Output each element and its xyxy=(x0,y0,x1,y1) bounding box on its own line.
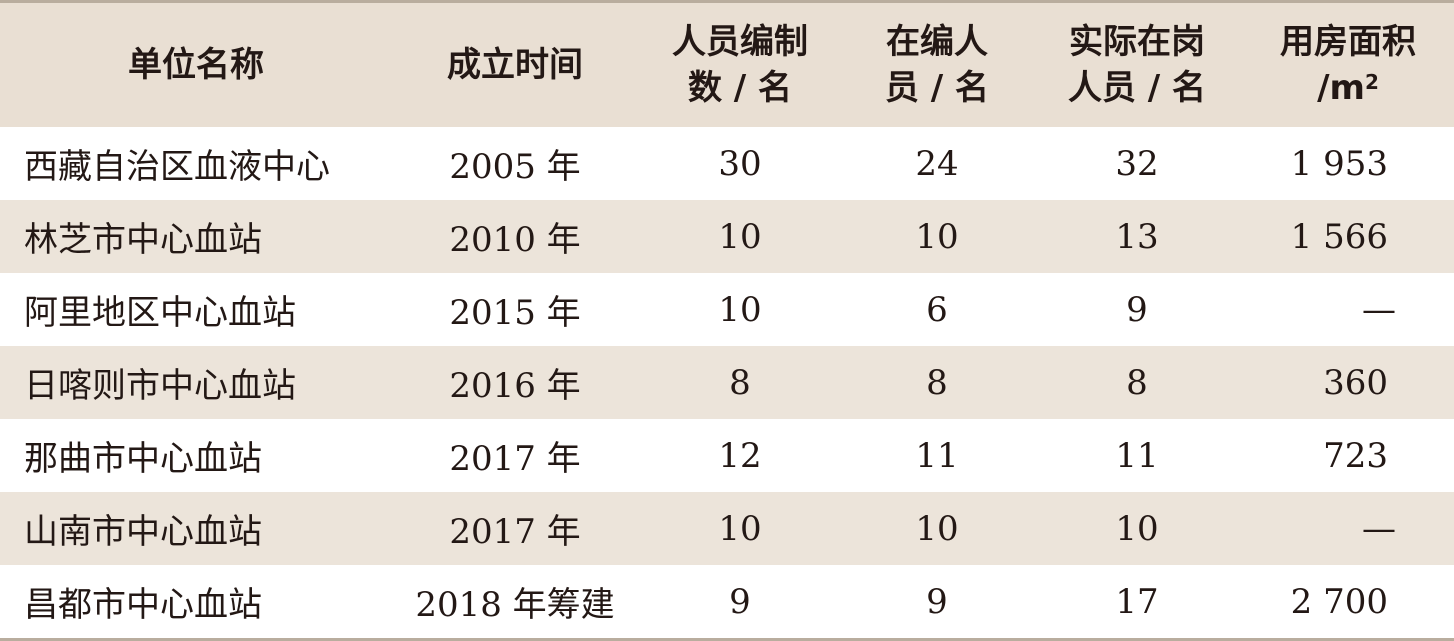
cell-on-staff: 10 xyxy=(915,216,959,257)
header-floor-area-line1: 用房面积 xyxy=(1280,22,1416,62)
header-established: 成立时间 xyxy=(392,3,638,127)
cell-established: 2005 年 xyxy=(449,147,581,187)
header-floor-area-unit: /m xyxy=(1317,68,1365,108)
table-row: 林芝市中心血站 2010 年 10 10 13 1 566 xyxy=(0,200,1454,273)
cell-on-staff: 6 xyxy=(926,289,948,330)
header-staff-quota-line1: 人员编制 xyxy=(672,22,808,62)
cell-floor-area: 1 953 xyxy=(1290,143,1388,184)
header-on-staff-line2: 员 / 名 xyxy=(884,68,990,108)
header-unit-name-text: 单位名称 xyxy=(128,45,264,85)
cell-actual-staff: 32 xyxy=(1115,143,1159,184)
cell-actual-staff: 10 xyxy=(1115,508,1159,549)
table-body: 西藏自治区血液中心 2005 年 30 24 32 1 953 林芝市中心血站 2010 年 1… xyxy=(0,127,1454,638)
cell-unit-name: 阿里地区中心血站 xyxy=(24,293,296,333)
cell-floor-area: 723 xyxy=(1323,435,1388,476)
cell-staff-quota: 12 xyxy=(718,435,762,476)
cell-on-staff: 8 xyxy=(926,362,948,403)
cell-actual-staff: 13 xyxy=(1115,216,1159,257)
cell-actual-staff: 11 xyxy=(1115,435,1159,476)
table-row: 西藏自治区血液中心 2005 年 30 24 32 1 953 xyxy=(0,127,1454,200)
cell-staff-quota: 10 xyxy=(718,289,762,330)
cell-staff-quota: 9 xyxy=(729,581,751,622)
cell-unit-name: 林芝市中心血站 xyxy=(24,220,262,260)
header-actual-staff-line1: 实际在岗 xyxy=(1069,22,1205,62)
header-row: 单位名称 成立时间 人员编制 数 / 名 在编人 员 / 名 实际在岗 人员 /… xyxy=(0,3,1454,127)
table-row: 阿里地区中心血站 2015 年 10 6 9 — xyxy=(0,273,1454,346)
cell-staff-quota: 10 xyxy=(718,508,762,549)
cell-staff-quota: 30 xyxy=(718,143,762,184)
cell-established: 2017 年 xyxy=(449,439,581,479)
cell-floor-area: 1 566 xyxy=(1290,216,1388,257)
cell-established: 2016 年 xyxy=(449,366,581,406)
cell-floor-area: 360 xyxy=(1323,362,1388,403)
cell-floor-area: — xyxy=(1362,289,1396,330)
cell-on-staff: 9 xyxy=(926,581,948,622)
cell-floor-area: 2 700 xyxy=(1290,581,1388,622)
header-on-staff-line1: 在编人 xyxy=(886,22,988,62)
cell-actual-staff: 17 xyxy=(1115,581,1159,622)
cell-actual-staff: 8 xyxy=(1126,362,1148,403)
header-actual-staff-line2: 人员 / 名 xyxy=(1067,68,1207,108)
header-floor-area: 用房面积 /m2 xyxy=(1242,3,1454,127)
table-row: 山南市中心血站 2017 年 10 10 10 — xyxy=(0,492,1454,565)
cell-on-staff: 11 xyxy=(915,435,959,476)
header-established-text: 成立时间 xyxy=(447,45,583,85)
cell-established: 2017 年 xyxy=(449,512,581,552)
header-unit-name: 单位名称 xyxy=(0,3,392,127)
data-table: 单位名称 成立时间 人员编制 数 / 名 在编人 员 / 名 实际在岗 人员 /… xyxy=(0,3,1454,638)
header-staff-quota-line2: 数 / 名 xyxy=(687,68,793,108)
header-staff-quota: 人员编制 数 / 名 xyxy=(638,3,842,127)
cell-unit-name: 山南市中心血站 xyxy=(24,512,262,552)
header-on-staff: 在编人 员 / 名 xyxy=(842,3,1032,127)
header-floor-area-unit-exponent: 2 xyxy=(1364,70,1379,94)
header-actual-staff: 实际在岗 人员 / 名 xyxy=(1032,3,1242,127)
table-header: 单位名称 成立时间 人员编制 数 / 名 在编人 员 / 名 实际在岗 人员 /… xyxy=(0,3,1454,127)
cell-unit-name: 那曲市中心血站 xyxy=(24,439,262,479)
cell-on-staff: 10 xyxy=(915,508,959,549)
cell-floor-area: — xyxy=(1362,508,1396,549)
cell-established: 2010 年 xyxy=(449,220,581,260)
cell-actual-staff: 9 xyxy=(1126,289,1148,330)
cell-staff-quota: 10 xyxy=(718,216,762,257)
table-row: 那曲市中心血站 2017 年 12 11 11 723 xyxy=(0,419,1454,492)
cell-unit-name: 西藏自治区血液中心 xyxy=(24,147,330,187)
table-row: 日喀则市中心血站 2016 年 8 8 8 360 xyxy=(0,346,1454,419)
cell-unit-name: 日喀则市中心血站 xyxy=(24,366,296,406)
cell-established: 2015 年 xyxy=(449,293,581,333)
header-floor-area-line2: /m2 xyxy=(1242,65,1454,111)
table-row: 昌都市中心血站 2018 年筹建 9 9 17 2 700 xyxy=(0,565,1454,638)
cell-established: 2018 年筹建 xyxy=(415,585,615,625)
cell-unit-name: 昌都市中心血站 xyxy=(24,585,262,625)
cell-staff-quota: 8 xyxy=(729,362,751,403)
cell-on-staff: 24 xyxy=(915,143,959,184)
